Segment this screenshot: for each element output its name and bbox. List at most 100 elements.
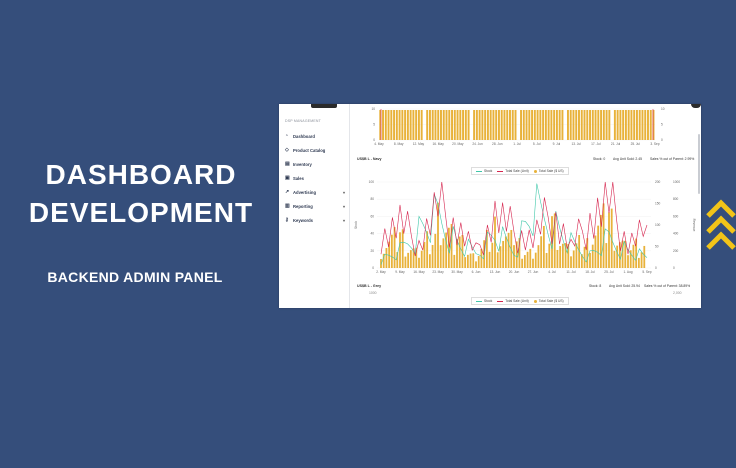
bar [387,110,390,140]
bar [511,110,514,140]
bar [591,110,594,140]
avg-stat-navy: Avg Unit Sold: 2.45 [613,157,642,161]
x-tick-label: 3. Sep [650,142,659,146]
bar [635,110,638,140]
revenue-bar [559,246,562,268]
legend-stock-grey[interactable]: Stock [476,299,492,303]
sidebar: DSP MANAGEMENT ◔ Dashboard ◇ Product Catalo… [279,104,350,308]
revenue-bar [564,243,567,268]
bar [509,110,511,140]
revenue-bar [423,241,426,268]
revenue-bar [399,232,401,268]
bar [605,110,608,140]
sidebar-item-keywords[interactable]: ⚷ Keywords ▾ [279,213,349,227]
bar [597,110,600,140]
x-tick-label: 9. May [395,270,405,274]
revenue-bar [643,245,646,268]
sidebar-item-advertising[interactable]: ↗ Advertising ▾ [279,185,349,199]
bar [445,110,448,140]
sidebar-item-reporting[interactable]: ▥ Reporting ▾ [279,199,349,213]
bar [486,110,489,140]
bar [409,110,412,140]
section-title-grey: US$B L - Grey [357,284,382,288]
revenue-bar [515,241,518,268]
bar [393,110,396,140]
x-tick-label: 5. Sep [642,270,651,274]
revenue-bar [602,203,605,268]
logo [311,104,337,108]
x-tick-label: 1. Aug [623,270,632,274]
revenue-bar [502,240,505,268]
revenue-bar [507,232,510,268]
revenue-bar [491,242,494,268]
legend-units[interactable]: Total Sale (Unit) [497,169,529,173]
grey-right-tick: 2,000 [673,291,682,295]
bar [520,110,522,140]
revenue-bar [499,246,502,268]
bar [442,110,445,140]
x-tick-label: 16. May [413,270,425,274]
sidebar-item-product-catalog[interactable]: ◇ Product Catalog [279,143,349,157]
x-tick-label: 16. May [432,142,444,146]
y3-tick-label: 400 [673,232,679,236]
legend-revenue-grey[interactable]: Total Sale ($ US) [533,299,564,303]
chart-legend-grey[interactable]: Stock Total Sale (Unit) Total Sale ($ US… [471,297,569,305]
x-tick-label: 20. May [452,142,464,146]
sidebar-item-label: Advertising [293,189,317,195]
revenue-bar [412,248,415,268]
revenue-bar [605,243,608,268]
bar [426,110,429,140]
bar [448,110,451,140]
chevron-down-icon[interactable]: ▾ [342,217,345,223]
subheadline: BACKEND ADMIN PANEL [47,269,223,285]
revenue-bar [458,236,461,268]
revenue-bar [401,229,404,268]
revenue-bar [618,242,621,268]
user-avatar[interactable] [691,104,701,108]
bar [395,110,398,140]
revenue-bar [453,254,456,268]
chevron-down-icon[interactable]: ▾ [342,189,345,195]
bar [379,110,382,140]
revenue-bar [445,232,448,268]
revenue-bar [621,240,624,268]
revenue-bar [624,240,627,268]
chevron-down-icon[interactable]: ▾ [342,203,345,209]
bar [412,110,415,140]
x-tick-label: 30. May [451,270,463,274]
revenue-bar [534,252,537,268]
bar [633,110,636,140]
y2-tick-label: 0 [661,138,663,142]
y-tick-label: 80 [370,197,374,201]
megaphone-icon: ↗ [285,188,290,195]
bar [539,110,542,140]
bar [550,110,553,140]
bar [583,110,586,140]
legend-units-grey[interactable]: Total Sale (Unit) [497,299,529,303]
bar [578,110,580,140]
revenue-bar [518,237,521,268]
revenue-bar [629,250,632,268]
chevron-up-icon [706,199,736,250]
sidebar-item-inventory[interactable]: ▤ Inventory [279,157,349,171]
x-tick-label: 17. Jul [591,142,601,146]
y-tick-label: 60 [370,214,374,218]
bar [566,110,569,140]
scrollbar[interactable] [698,134,700,194]
bar [481,110,484,140]
bar [464,110,467,140]
sidebar-item-dashboard[interactable]: ◔ Dashboard [279,129,349,143]
x-tick-label: 23. May [432,270,444,274]
bar [431,110,434,140]
bar [522,110,525,140]
bar [484,110,487,140]
pct-stat-grey: Sales % out of Parent: 38.89% [644,284,691,288]
legend-stock[interactable]: Stock [476,169,492,173]
revenue-bar [488,251,491,268]
bar [547,110,550,140]
revenue-bar [426,231,429,268]
legend-revenue[interactable]: Total Sale ($ US) [533,169,564,173]
chart-legend[interactable]: Stock Total Sale (Unit) Total Sale ($ US… [471,167,569,175]
revenue-bar [627,255,629,268]
sidebar-item-sales[interactable]: ▣ Sales [279,171,349,185]
